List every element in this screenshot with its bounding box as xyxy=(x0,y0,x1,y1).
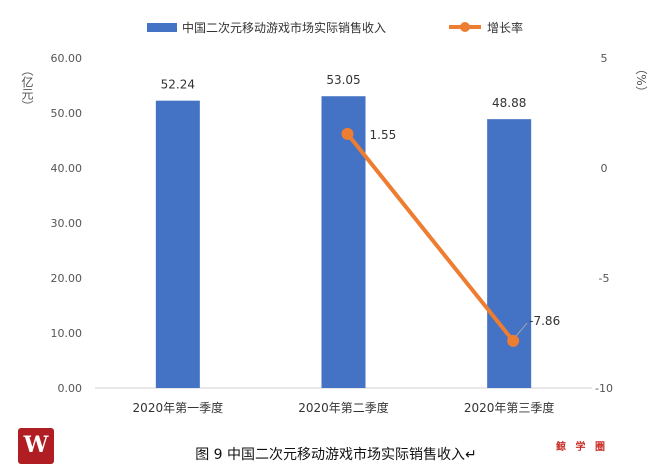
legend-label: 中国二次元移动游戏市场实际销售收入 xyxy=(182,20,386,35)
bar xyxy=(155,100,200,389)
right-tick-label: 0 xyxy=(601,162,608,175)
leader-line xyxy=(515,322,528,337)
category-label: 2020年第二季度 xyxy=(298,400,389,415)
right-tick-label: -10 xyxy=(595,382,613,395)
right-axis-label: （%） xyxy=(634,62,648,97)
line-data-label: 1.55 xyxy=(370,128,397,142)
legend-swatch-marker xyxy=(460,22,470,32)
bar xyxy=(487,119,532,388)
line-point xyxy=(507,334,520,347)
bar-data-label: 52.24 xyxy=(161,78,195,92)
right-tick-label: 5 xyxy=(601,52,608,65)
line-point xyxy=(341,127,354,140)
legend-label: 增长率 xyxy=(487,20,523,35)
left-tick-label: 50.00 xyxy=(51,107,83,120)
legend: 中国二次元移动游戏市场实际销售收入 增长率 xyxy=(147,20,523,35)
right-axis: -10 -5 0 5 （%） xyxy=(595,52,648,395)
bar xyxy=(321,96,366,388)
growth-line xyxy=(345,131,516,343)
legend-swatch-bar xyxy=(147,23,177,32)
category-labels: 2020年第一季度 2020年第二季度 2020年第三季度 xyxy=(133,400,555,415)
right-tick-label: -5 xyxy=(599,272,610,285)
bar-series: 52.24 53.05 48.88 xyxy=(155,73,532,389)
left-tick-label: 60.00 xyxy=(51,52,83,65)
bar-data-label: 48.88 xyxy=(492,96,526,110)
logo: W xyxy=(18,428,54,464)
left-tick-label: 30.00 xyxy=(51,217,83,230)
left-tick-label: 20.00 xyxy=(51,272,83,285)
line-data-label: -7.86 xyxy=(529,314,560,328)
category-label: 2020年第一季度 xyxy=(133,400,224,415)
figure-caption: 图 9 中国二次元移动游戏市场实际销售收入↵ xyxy=(195,447,477,463)
line-series: 1.55 -7.86 xyxy=(341,127,560,347)
left-axis: 0.00 10.00 20.00 30.00 40.00 50.00 60.00 （亿元） xyxy=(20,52,82,395)
left-tick-label: 10.00 xyxy=(51,327,83,340)
watermark-stamp: 鲸 学 圈 xyxy=(556,442,608,453)
left-tick-label: 0.00 xyxy=(58,382,83,395)
left-axis-label: （亿元） xyxy=(20,64,34,112)
category-label: 2020年第三季度 xyxy=(464,400,555,415)
chart: 中国二次元移动游戏市场实际销售收入 增长率 0.00 10.00 20.00 30.00… xyxy=(20,20,648,415)
left-tick-label: 40.00 xyxy=(51,162,83,175)
bar-data-label: 53.05 xyxy=(326,73,360,87)
